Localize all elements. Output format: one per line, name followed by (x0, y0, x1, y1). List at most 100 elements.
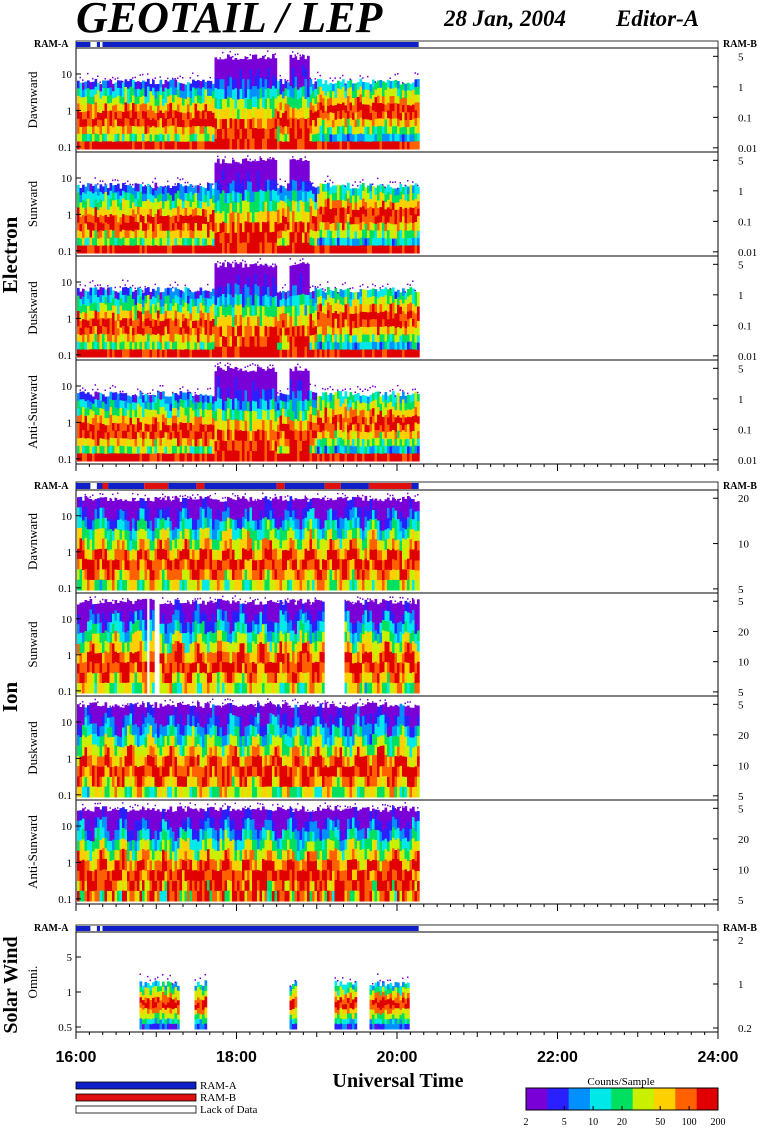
spectrogram-cell (92, 208, 95, 217)
spectrogram-cell (242, 451, 245, 462)
spectrogram-cell (272, 277, 275, 288)
spectrogram-cell (172, 193, 175, 202)
spectrogram-cell (404, 238, 408, 246)
spectrogram-cell (367, 334, 370, 343)
spectrogram-cell (224, 118, 228, 130)
spectrogram-cell (187, 349, 190, 358)
spectrogram-cell (214, 346, 218, 358)
spectrogram-cell (337, 230, 340, 239)
spectrogram-cell (379, 103, 383, 112)
spectrogram-cell (362, 289, 365, 298)
spectrogram-cell (372, 311, 375, 320)
spectrogram-cell (202, 87, 205, 96)
spectrogram-cell (294, 128, 298, 140)
spectrogram-cell (99, 349, 103, 358)
spectrogram-cell (359, 102, 363, 111)
spectrogram-cell (162, 230, 165, 239)
spectrogram-cell (377, 291, 380, 299)
spectrogram-cell (217, 200, 220, 212)
spectrogram-cell (242, 119, 245, 130)
spectrogram-cell (322, 423, 325, 432)
spectrogram-cell (232, 389, 235, 400)
spectrogram-cell (144, 423, 148, 432)
spectrogram-cell (269, 326, 273, 338)
spectrogram-cell (157, 91, 160, 99)
spectrogram-cell (232, 409, 235, 421)
spectrogram-cell (262, 326, 265, 338)
spectrogram-cell (199, 208, 203, 217)
spectrogram-cell (269, 450, 273, 462)
spectrogram-cell (352, 119, 355, 128)
spectrogram-cell (374, 296, 378, 305)
spectrogram-cell (274, 316, 278, 327)
spectrogram-cell (267, 297, 270, 308)
spectrogram-cell (162, 414, 165, 423)
spectrogram-cell (302, 171, 305, 183)
spectrogram-speckle (92, 388, 94, 391)
spectrogram-cell (334, 127, 338, 135)
spectrogram-cell (282, 215, 285, 224)
spectrogram-cell (177, 289, 180, 298)
spectrogram-cell (112, 238, 115, 246)
spectrogram-cell (204, 290, 208, 299)
spectrogram-cell (194, 245, 198, 254)
spectrogram-cell (254, 202, 258, 213)
spectrogram-cell (194, 291, 198, 300)
spectrogram-cell (274, 78, 278, 89)
spectrogram-cell (154, 432, 158, 440)
spectrogram-cell (97, 97, 100, 106)
spectrogram-cell (184, 84, 188, 93)
spectrogram-speckle (207, 388, 209, 390)
spectrogram-cell (164, 230, 168, 239)
spectrogram-cell (234, 346, 238, 358)
right-tick-label: 0.1 (738, 216, 752, 228)
spectrogram-cell (277, 313, 280, 322)
spectrogram-cell (399, 91, 403, 100)
spectrogram-cell (192, 125, 195, 135)
spectrogram-cell (342, 342, 345, 351)
spectrogram-cell (272, 409, 275, 420)
spectrogram-cell (122, 445, 125, 454)
spectrogram-cell (132, 118, 135, 127)
spectrogram-cell (149, 127, 153, 135)
spectrogram-cell (204, 342, 208, 351)
spectrogram-cell (332, 208, 335, 216)
spectrogram-cell (252, 201, 255, 213)
spectrogram-cell (169, 125, 173, 135)
spectrogram-cell (154, 198, 158, 207)
spectrogram-cell (242, 431, 245, 442)
spectrogram-cell (94, 214, 98, 223)
spectrogram-cell (97, 407, 100, 416)
spectrogram-cell (139, 111, 143, 120)
spectrogram-cell (84, 393, 88, 402)
spectrogram-cell (119, 210, 123, 218)
spectrogram-cell (399, 349, 403, 358)
spectrogram-cell (322, 141, 325, 150)
spectrogram-cell (207, 298, 210, 307)
spectrogram-cell (194, 207, 198, 216)
spectrogram-cell (314, 392, 318, 401)
spectrogram-cell (314, 187, 318, 196)
spectrogram-cell (109, 183, 113, 192)
spectrogram-cell (414, 291, 418, 300)
spectrogram-cell (152, 334, 155, 343)
spectrogram-cell (144, 96, 148, 105)
spectrogram-speckle (244, 366, 246, 368)
spectrogram-cell (319, 432, 323, 440)
spectrogram-cell (172, 320, 175, 329)
spectrogram-cell (232, 159, 235, 171)
spectrogram-cell (369, 319, 373, 328)
spectrogram-cell (327, 198, 330, 207)
spectrogram-cell (244, 67, 248, 78)
spectrogram-cell (279, 328, 283, 336)
spectrogram-cell (152, 103, 155, 112)
spectrogram-cell (267, 98, 270, 109)
spectrogram-cell (97, 90, 100, 99)
spectrogram-cell (379, 80, 383, 89)
spectrogram-cell (82, 134, 85, 143)
spectrogram-cell (184, 295, 188, 304)
spectrogram-cell (82, 422, 85, 431)
spectrogram-cell (212, 224, 215, 233)
spectrogram-cell (307, 181, 310, 193)
